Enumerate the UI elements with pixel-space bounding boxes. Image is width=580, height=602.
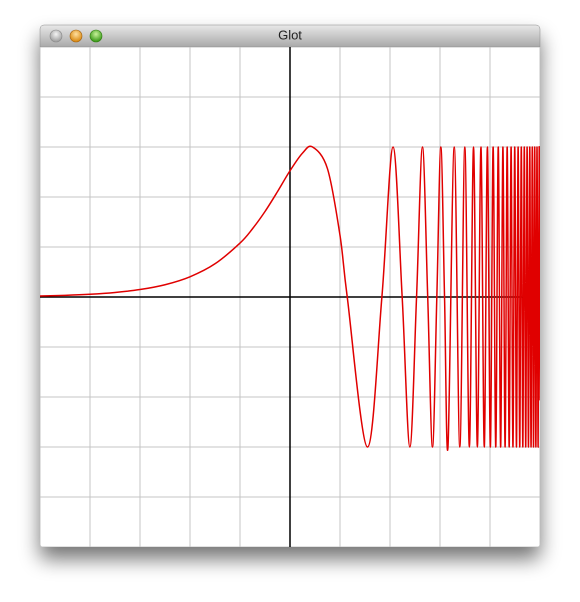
close-button[interactable] (49, 29, 63, 43)
minimize-button[interactable] (69, 29, 83, 43)
title-bar (39, 24, 541, 48)
zoom-button[interactable] (89, 29, 103, 43)
curve (40, 145, 540, 451)
plot (40, 47, 540, 547)
window-title: Glot (278, 27, 302, 42)
